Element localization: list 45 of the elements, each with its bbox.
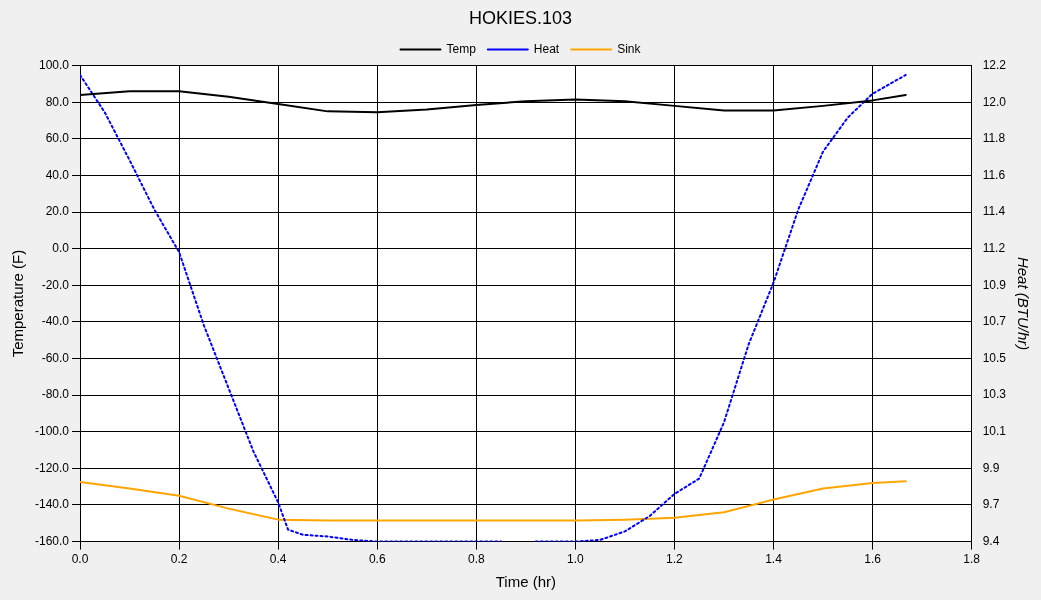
y-tick-label: 0.0 bbox=[52, 240, 70, 255]
legend-label: Heat bbox=[533, 41, 560, 56]
y2-tick-label: 9.7 bbox=[982, 497, 1000, 512]
y2-tick-label: 12.0 bbox=[982, 94, 1007, 109]
y-tick-label: -80.0 bbox=[41, 387, 70, 402]
x-tick-label: 0.4 bbox=[269, 552, 287, 567]
y2-tick-label: 10.5 bbox=[982, 350, 1007, 365]
y2-tick-label: 9.9 bbox=[982, 460, 1000, 475]
x-axis-title: Time (hr) bbox=[495, 573, 556, 591]
y2-tick-label: 10.1 bbox=[982, 424, 1007, 439]
x-tick-label: 1.8 bbox=[963, 552, 981, 567]
y2-tick-label: 10.3 bbox=[982, 387, 1007, 402]
x-tick-label: 0.6 bbox=[368, 552, 386, 567]
y-tick-label: 80.0 bbox=[45, 94, 70, 109]
x-tick-label: 1.4 bbox=[765, 552, 783, 567]
x-tick-label: 0.8 bbox=[467, 552, 485, 567]
y-tick-label: -100.0 bbox=[34, 424, 70, 439]
y-tick-label: 100.0 bbox=[38, 57, 70, 72]
y-tick-label: 20.0 bbox=[45, 204, 70, 219]
y-tick-label: -140.0 bbox=[34, 497, 70, 512]
y2-tick-label: 11.6 bbox=[982, 167, 1006, 182]
y-axis-title: Temperature (F) bbox=[9, 249, 27, 358]
legend-label: Sink bbox=[617, 41, 642, 56]
y2-tick-label: 11.2 bbox=[982, 240, 1006, 255]
y-tick-label: 60.0 bbox=[45, 131, 70, 146]
x-tick-label: 1.2 bbox=[666, 552, 684, 567]
y-tick-label: -20.0 bbox=[41, 277, 70, 292]
y2-tick-label: 10.7 bbox=[982, 314, 1007, 329]
x-tick-label: 1.6 bbox=[864, 552, 882, 567]
x-tick-label: 1.0 bbox=[567, 552, 585, 567]
y-tick-label: 40.0 bbox=[45, 167, 70, 182]
y2-tick-label: 11.8 bbox=[982, 131, 1006, 146]
x-tick-label: 0.0 bbox=[71, 552, 89, 567]
y-tick-label: -160.0 bbox=[34, 533, 70, 548]
y2-tick-label: 10.9 bbox=[982, 277, 1007, 292]
y2-tick-label: 12.2 bbox=[982, 57, 1007, 72]
y2-axis-title: Heat (BTU/hr) bbox=[1014, 256, 1032, 351]
y-tick-label: -60.0 bbox=[41, 350, 70, 365]
y2-tick-label: 9.4 bbox=[982, 533, 1000, 548]
y-tick-label: -120.0 bbox=[34, 460, 70, 475]
y2-tick-label: 11.4 bbox=[982, 204, 1006, 219]
y-tick-label: -40.0 bbox=[41, 314, 70, 329]
legend-label: Temp bbox=[446, 41, 477, 56]
chart-title: HOKIES.103 bbox=[468, 7, 573, 28]
x-tick-label: 0.2 bbox=[170, 552, 188, 567]
